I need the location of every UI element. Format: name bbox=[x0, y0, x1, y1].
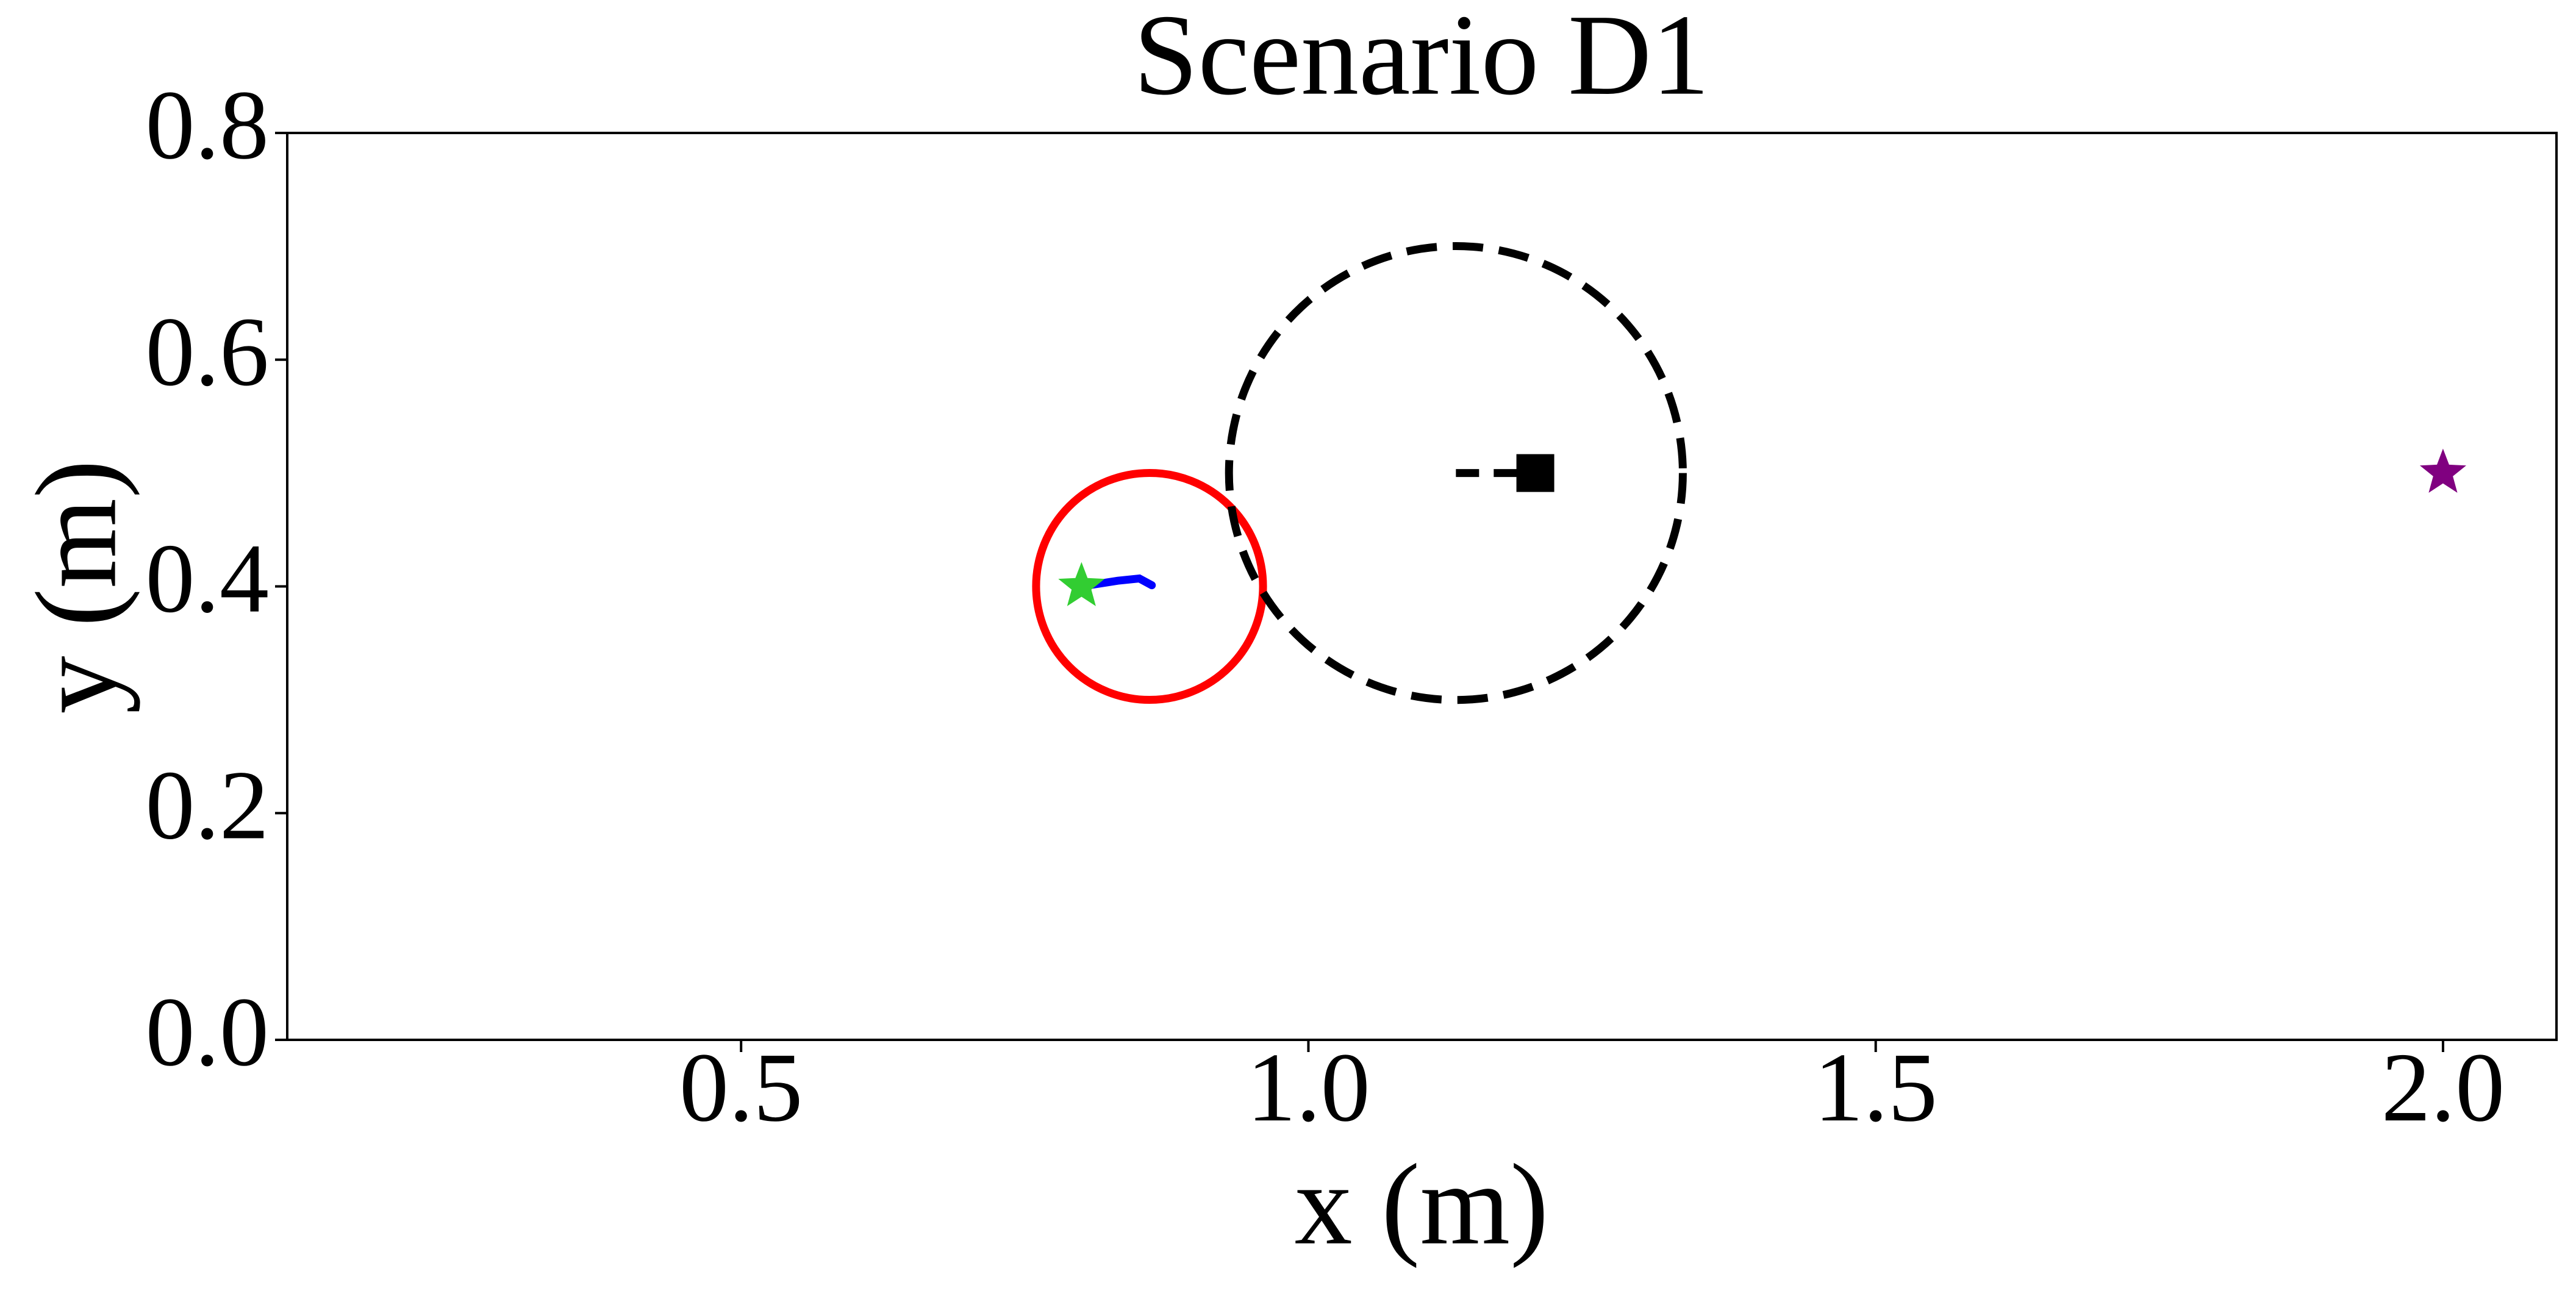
y-tick-label: 0.8 bbox=[146, 71, 270, 180]
y-tick-label: 0.4 bbox=[146, 524, 270, 634]
plot-area: 0.5 1.0 1.5 2.0 0.0 0.2 0.4 0.6 0.8 bbox=[146, 71, 2505, 1142]
y-tick-label: 0.0 bbox=[146, 978, 270, 1087]
circle bbox=[1032, 468, 1267, 704]
x-tick-label: 1.5 bbox=[1814, 1033, 1937, 1142]
axes-frame bbox=[286, 132, 2558, 1041]
dashed-circle bbox=[1225, 242, 1687, 704]
square-marker bbox=[1516, 454, 1555, 492]
x-axis-label: x (m) bbox=[1295, 1141, 1549, 1269]
star-marker bbox=[1058, 562, 1105, 606]
y-tick-label: 0.2 bbox=[146, 751, 270, 860]
y-axis-label: y (m) bbox=[13, 460, 141, 714]
x-tick-label: 2.0 bbox=[2381, 1033, 2505, 1142]
y-tick-label: 0.6 bbox=[146, 298, 270, 407]
x-tick-label: 1.0 bbox=[1247, 1033, 1370, 1142]
trajectory-line bbox=[1077, 574, 1156, 590]
star-marker bbox=[2419, 448, 2466, 493]
chart-title: Scenario D1 bbox=[1134, 0, 1709, 120]
x-tick-label: 0.5 bbox=[679, 1033, 803, 1142]
